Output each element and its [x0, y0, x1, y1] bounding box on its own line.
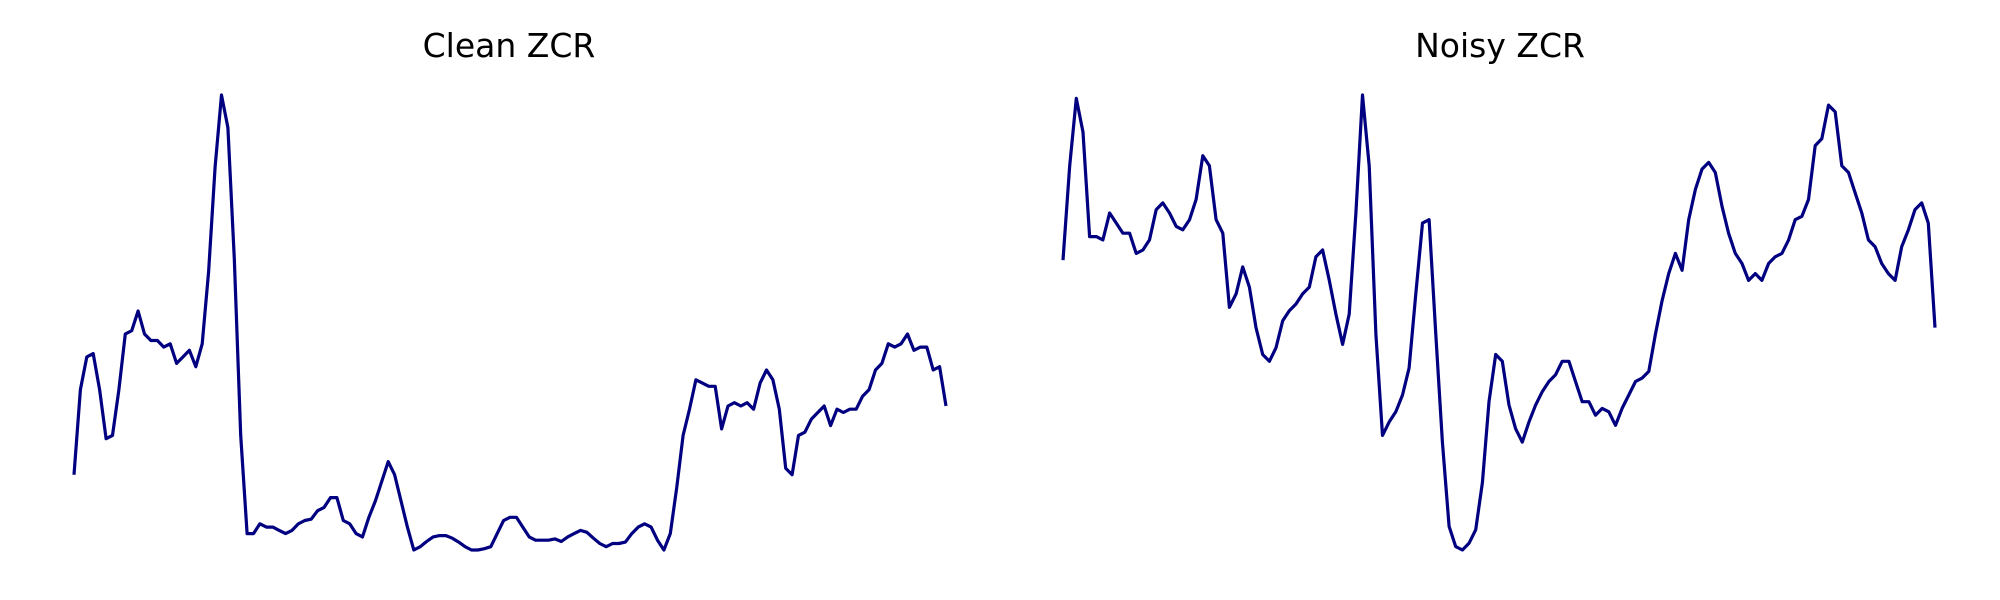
- chart-title-clean: Clean ZCR: [423, 26, 596, 65]
- series-line-noisy: [1061, 93, 1937, 552]
- series-line-clean: [72, 93, 948, 552]
- chart-panel-noisy: Noisy ZCR: [1061, 26, 1937, 552]
- chart-title-noisy: Noisy ZCR: [1415, 26, 1585, 65]
- chart-panel-clean: Clean ZCR: [72, 26, 948, 552]
